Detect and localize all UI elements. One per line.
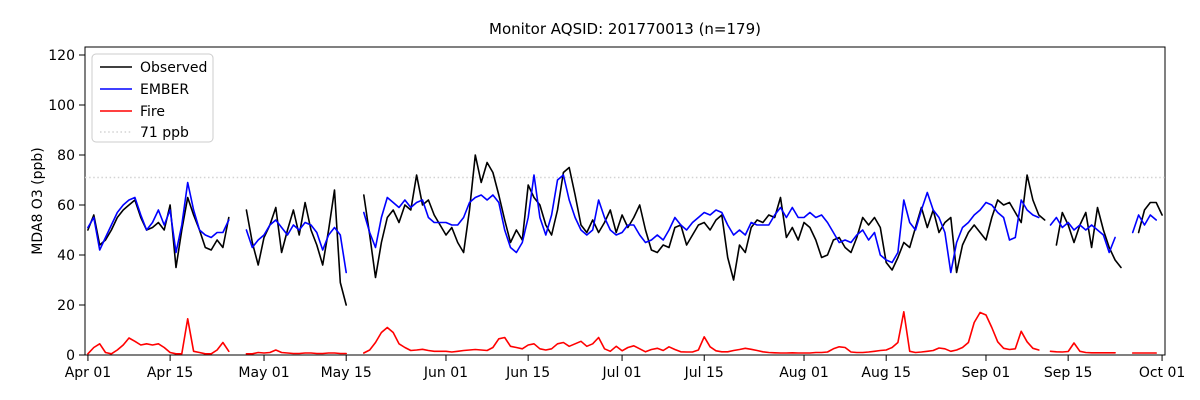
x-tick-label: May 15 [321,365,372,381]
y-axis-label: MDA8 O3 (ppb) [30,147,46,255]
x-tick-label: Oct 01 [1139,365,1185,381]
legend-label-observed: Observed [140,60,207,76]
legend-item-threshold: 71 ppb [100,125,189,141]
legend-label-threshold: 71 ppb [140,125,189,141]
legend-item-fire: Fire [100,104,165,120]
x-tick-label: Jul 01 [601,365,641,381]
y-tick-label: 80 [57,148,75,164]
y-tick-label: 40 [57,248,75,264]
x-tick-label: Aug 15 [861,365,911,381]
legend-item-observed: Observed [100,60,207,76]
y-tick-label: 0 [66,348,75,364]
x-tick-label: Jul 15 [684,365,724,381]
chart-title: Monitor AQSID: 201770013 (n=179) [489,20,761,38]
x-tick-label: May 01 [238,365,289,381]
ember-line [87,174,1157,274]
y-tick-label: 60 [57,198,75,214]
x-tick-label: Jun 01 [423,365,468,381]
fire-line [87,311,1157,355]
plot-area: Apr 01 Apr 15 May 01 May 15 Jun 01 Jun 15 Jul … [48,48,1185,381]
x-tick-label: Sep 01 [962,365,1011,381]
x-tick-label: Apr 01 [65,365,111,381]
legend-box [91,53,214,143]
legend-label-fire: Fire [140,104,165,120]
x-tick-label: Jun 15 [505,365,550,381]
observed-line [87,154,1163,306]
y-tick-label: 120 [48,48,75,64]
x-tick-label: Aug 01 [779,365,829,381]
legend-label-ember: EMBER [140,82,189,98]
plot-frame [84,46,1166,356]
x-tick-label: Sep 15 [1044,365,1093,381]
y-tick-label: 20 [57,298,75,314]
y-tick-label: 100 [48,98,75,114]
x-tick-label: Apr 15 [147,365,193,381]
legend-item-ember: EMBER [100,82,189,98]
legend: Observed EMBER Fire 71 ppb [91,53,214,143]
